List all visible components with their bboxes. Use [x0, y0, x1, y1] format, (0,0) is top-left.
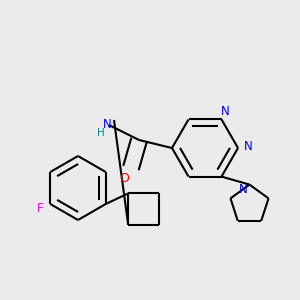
Text: N: N	[244, 140, 252, 152]
Text: N: N	[239, 183, 248, 196]
Text: N: N	[103, 118, 111, 131]
Text: N: N	[221, 105, 230, 118]
Text: O: O	[119, 172, 129, 184]
Text: H: H	[97, 128, 105, 138]
Text: F: F	[37, 202, 44, 214]
